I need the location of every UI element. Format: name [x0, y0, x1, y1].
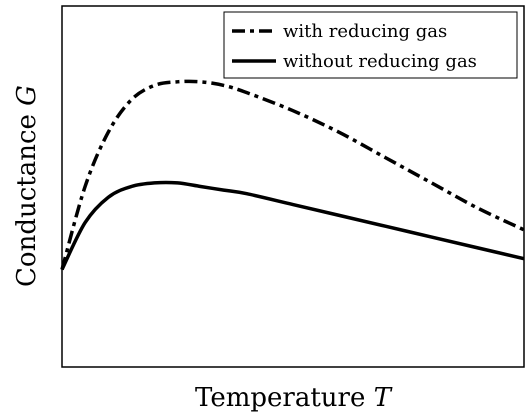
series-line-with-reducing-gas — [60, 79, 525, 270]
series-line-without-reducing-gas — [60, 180, 525, 271]
x-axis-label-text: Temperature — [195, 383, 365, 413]
legend-box — [223, 11, 518, 79]
x-axis-label-var: T — [374, 383, 393, 413]
series-layer — [60, 79, 525, 271]
legend-label-without-reducing-gas: without reducing gas — [283, 51, 477, 72]
legend: with reducing gas without reducing gas — [223, 11, 518, 79]
y-axis-label-text: Conductance — [12, 114, 42, 287]
y-axis-label: Conductance G — [12, 85, 42, 287]
legend-label-with-reducing-gas: with reducing gas — [283, 21, 447, 42]
x-axis-label: Temperature T — [195, 383, 393, 413]
y-axis-label-var: G — [12, 85, 42, 106]
